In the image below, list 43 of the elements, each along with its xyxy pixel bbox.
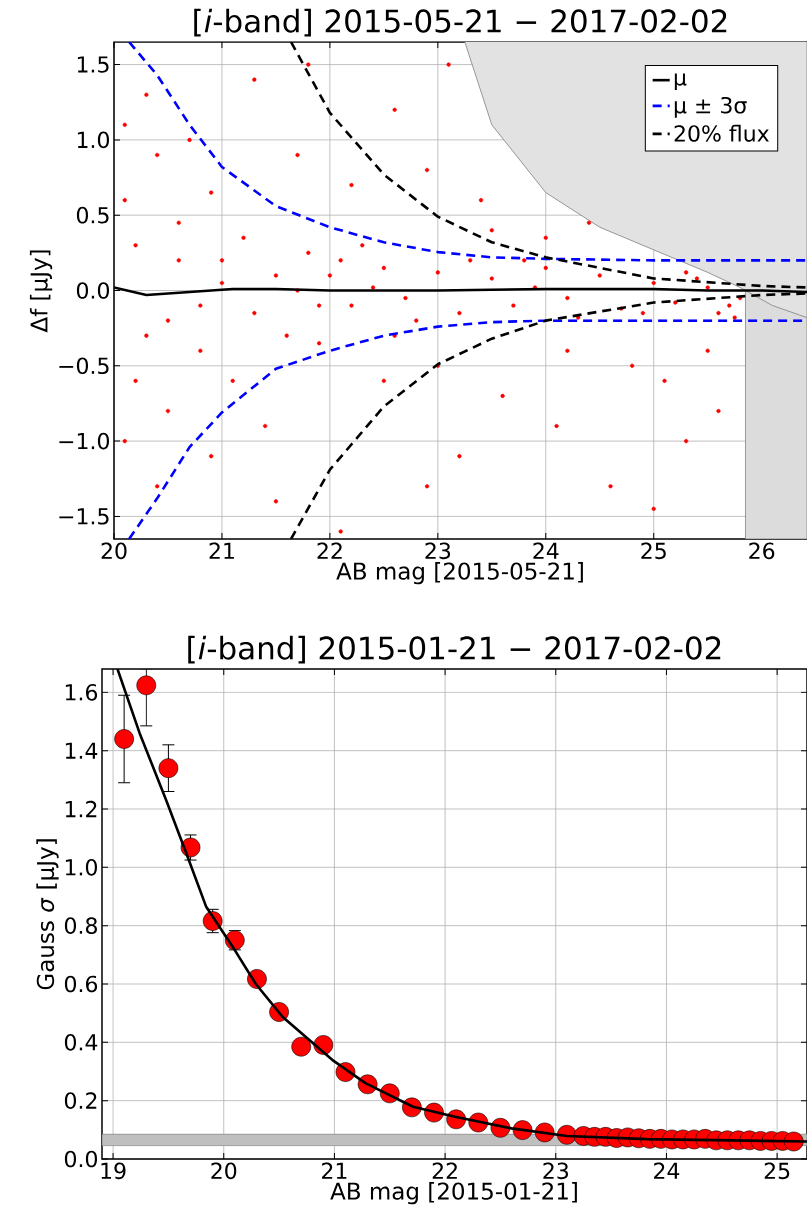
legend-label: μ ± 3σ — [674, 96, 747, 118]
x-tick-label: 25 — [641, 542, 666, 560]
y-tick-label: 1.0 — [65, 859, 97, 876]
x-tick-label: 26 — [749, 542, 775, 560]
x-tick-label: 23 — [543, 1162, 568, 1180]
x-tick-label: 24 — [533, 542, 559, 559]
y-tick-label: 0.4 — [64, 1034, 98, 1051]
y-tick-label: 0.8 — [64, 917, 97, 934]
x-tick-label: 25 — [764, 1162, 790, 1180]
y-axis-title: Δf [μJy] — [29, 250, 53, 333]
x-tick-label: 24 — [654, 1162, 680, 1179]
chart-title: [i-band] 2015-05-21 − 2017-02-02 — [194, 8, 727, 37]
y-tick-label: 0.5 — [76, 206, 109, 224]
y-tick-label: 1.0 — [77, 131, 109, 149]
y-tick-label: −1.5 — [59, 508, 109, 525]
x-tick-label: 20 — [101, 542, 127, 560]
y-tick-label: 0.0 — [64, 1150, 97, 1168]
y-tick-label: 1.2 — [65, 800, 97, 818]
line-series — [127, 41, 807, 262]
x-tick-label: 19 — [101, 1162, 126, 1180]
point — [114, 729, 134, 749]
y-tick-label: 1.5 — [77, 56, 109, 73]
legend-label: μ — [674, 73, 687, 91]
x-axis-title: AB mag [2015-01-21] — [330, 1182, 577, 1205]
x-tick-label: 21 — [322, 1162, 347, 1179]
x-tick-label: 21 — [209, 542, 234, 559]
y-tick-label: 0.2 — [64, 1092, 97, 1109]
x-tick-label: 22 — [432, 1162, 457, 1179]
x-tick-label: 23 — [425, 542, 451, 560]
y-tick-label: 0.6 — [64, 975, 98, 993]
y-axis-title: Gauss σ [μJy] — [36, 839, 59, 990]
x-tick-label: 20 — [211, 1162, 237, 1180]
y-tick-label: 1.6 — [65, 684, 98, 701]
y-tick-label: 1.4 — [65, 742, 98, 759]
y-tick-label: −0.5 — [59, 357, 109, 375]
y-tick-label: −1.0 — [59, 432, 109, 450]
point — [158, 758, 179, 778]
chart-title: [i-band] 2015-01-21 − 2017-02-02 — [188, 635, 721, 664]
point — [291, 1036, 312, 1057]
x-axis-title: AB mag [2015-05-21] — [336, 562, 583, 585]
y-tick-label: 0.0 — [76, 282, 109, 299]
legend-label: 20% flux — [674, 124, 769, 142]
x-tick-label: 22 — [317, 542, 342, 559]
